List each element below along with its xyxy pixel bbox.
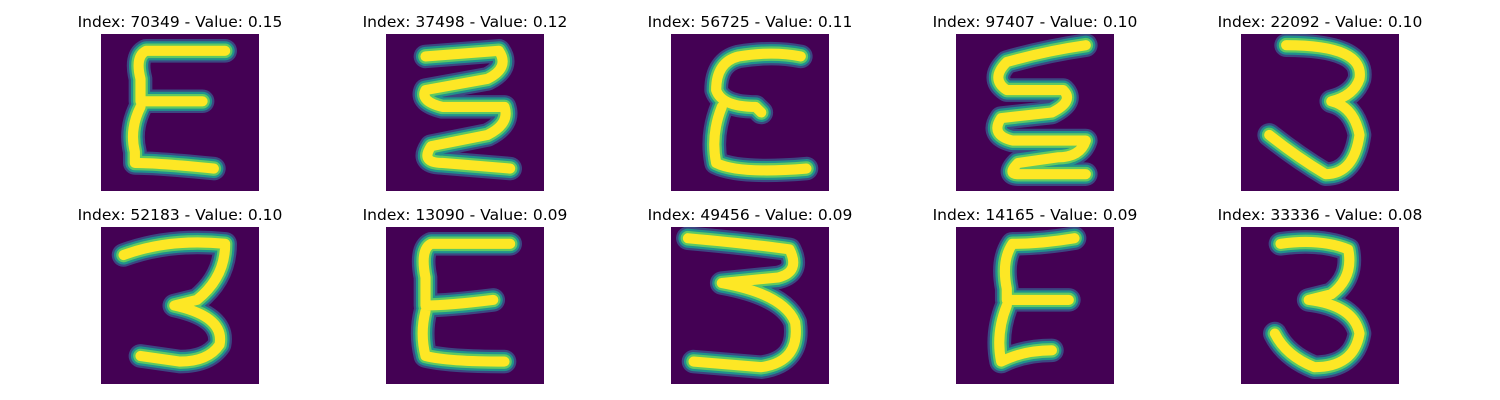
grid-panel-7: Index: 13090 - Value: 0.09 bbox=[335, 205, 595, 385]
glyph-stroke bbox=[127, 45, 231, 174]
digit-image bbox=[101, 227, 259, 384]
glyph-stroke bbox=[419, 45, 516, 174]
digit-image bbox=[956, 34, 1114, 191]
panel-title: Index: 52183 - Value: 0.10 bbox=[77, 206, 283, 224]
grid-panel-6: Index: 52183 - Value: 0.10 bbox=[50, 205, 310, 385]
glyph-stroke bbox=[994, 233, 1080, 367]
grid-panel-9: Index: 14165 - Value: 0.09 bbox=[905, 205, 1165, 385]
grid-panel-10: Index: 33336 - Value: 0.08 bbox=[1190, 205, 1450, 385]
glyph-stroke bbox=[118, 237, 231, 367]
digit-image bbox=[671, 227, 829, 384]
panel-title: Index: 56725 - Value: 0.11 bbox=[647, 13, 853, 31]
panel-title: Index: 33336 - Value: 0.08 bbox=[1217, 206, 1423, 224]
digit-image bbox=[1241, 34, 1399, 191]
digit-image bbox=[1241, 227, 1399, 384]
grid-panel-4: Index: 97407 - Value: 0.10 bbox=[905, 12, 1165, 192]
panel-title: Index: 37498 - Value: 0.12 bbox=[362, 13, 568, 31]
panel-title: Index: 13090 - Value: 0.09 bbox=[362, 206, 568, 224]
grid-panel-5: Index: 22092 - Value: 0.10 bbox=[1190, 12, 1450, 192]
digit-image bbox=[386, 34, 544, 191]
glyph-stroke bbox=[1269, 236, 1365, 373]
panel-title: Index: 70349 - Value: 0.15 bbox=[77, 13, 283, 31]
glyph-stroke bbox=[992, 40, 1091, 180]
glyph-stroke bbox=[709, 48, 812, 176]
grid-panel-1: Index: 70349 - Value: 0.15 bbox=[50, 12, 310, 192]
glyph-stroke bbox=[417, 238, 516, 367]
panel-title: Index: 97407 - Value: 0.10 bbox=[932, 13, 1138, 31]
grid-panel-3: Index: 56725 - Value: 0.11 bbox=[620, 12, 880, 192]
digit-image bbox=[386, 227, 544, 384]
grid-panel-8: Index: 49456 - Value: 0.09 bbox=[620, 205, 880, 385]
digit-image bbox=[671, 34, 829, 191]
panel-title: Index: 49456 - Value: 0.09 bbox=[647, 206, 853, 224]
glyph-stroke bbox=[1264, 40, 1365, 180]
glyph-stroke bbox=[682, 233, 801, 373]
panel-title: Index: 22092 - Value: 0.10 bbox=[1217, 13, 1423, 31]
grid-panel-2: Index: 37498 - Value: 0.12 bbox=[335, 12, 595, 192]
digit-image bbox=[956, 227, 1114, 384]
digit-image bbox=[101, 34, 259, 191]
panel-title: Index: 14165 - Value: 0.09 bbox=[932, 206, 1138, 224]
